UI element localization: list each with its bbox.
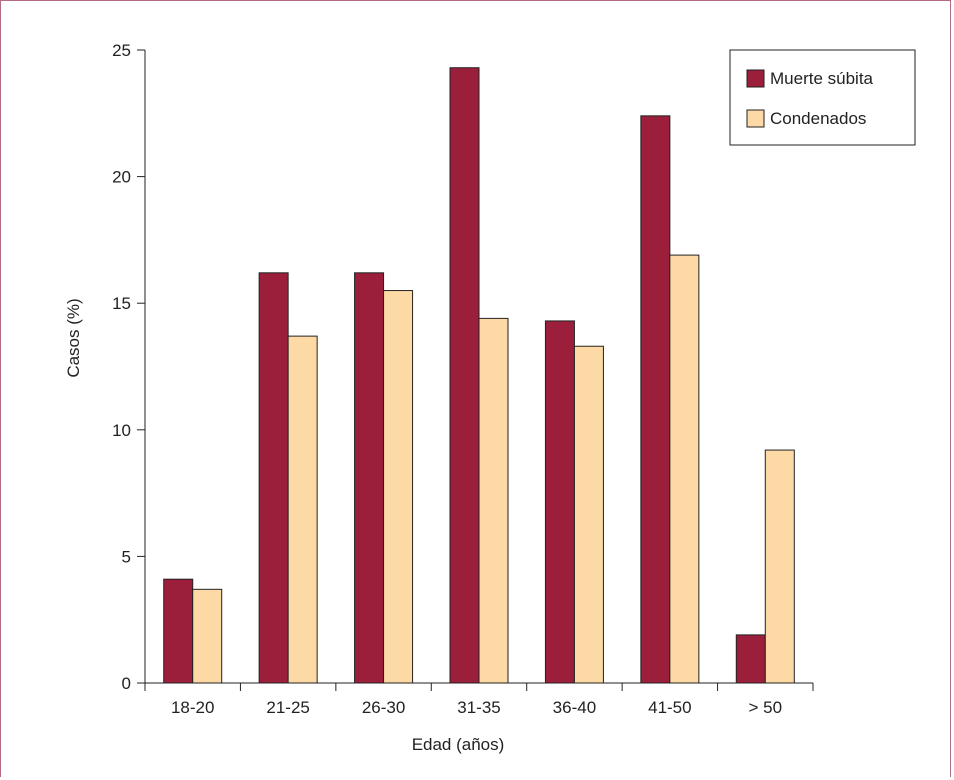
x-tick-label: 41-50: [648, 698, 691, 717]
bar-muerte-subita-2: [354, 272, 385, 684]
y-tick-label: 10: [112, 421, 131, 440]
bar-condenados-3: [478, 317, 509, 684]
bar-muerte-subita-0: [163, 578, 194, 684]
bar-condenados-5: [669, 254, 700, 684]
bar-muerte-subita-1: [258, 272, 289, 684]
legend-box: [729, 49, 916, 146]
x-tick-label: > 50: [749, 698, 783, 717]
y-tick-label: 0: [122, 674, 131, 693]
bar-condenados-4: [573, 345, 604, 684]
bar-muerte-subita-6: [735, 634, 766, 684]
legend: Muerte súbita Condenados: [729, 49, 916, 146]
y-axis: 0 5 10 15 20 25: [112, 41, 146, 693]
x-axis: 18-20 21-25 26-30 31-35 36-40 41-50 > 50: [144, 682, 814, 717]
y-tick-label: 5: [122, 547, 131, 566]
y-tick-label: 15: [112, 294, 131, 313]
y-axis-label: Casos (%): [64, 298, 83, 377]
legend-swatch-muerte-subita: [746, 69, 765, 88]
bars: [163, 67, 795, 684]
x-tick-label: 36-40: [553, 698, 596, 717]
legend-label-muerte-subita: Muerte súbita: [770, 69, 874, 88]
bar-condenados-1: [287, 335, 318, 684]
bar-muerte-subita-4: [544, 320, 575, 684]
bar-muerte-subita-3: [449, 67, 480, 684]
bar-condenados-0: [192, 588, 223, 684]
bar-condenados-6: [764, 449, 795, 684]
legend-swatch-condenados: [746, 109, 765, 128]
x-tick-label: 26-30: [362, 698, 405, 717]
bar-condenados-2: [383, 290, 414, 684]
y-tick-label: 20: [112, 168, 131, 187]
legend-label-condenados: Condenados: [770, 109, 866, 128]
x-tick-label: 21-25: [266, 698, 309, 717]
bar-muerte-subita-5: [640, 115, 671, 684]
x-axis-label: Edad (años): [412, 735, 505, 754]
x-tick-label: 18-20: [171, 698, 214, 717]
y-tick-label: 25: [112, 41, 131, 60]
x-tick-label: 31-35: [457, 698, 500, 717]
